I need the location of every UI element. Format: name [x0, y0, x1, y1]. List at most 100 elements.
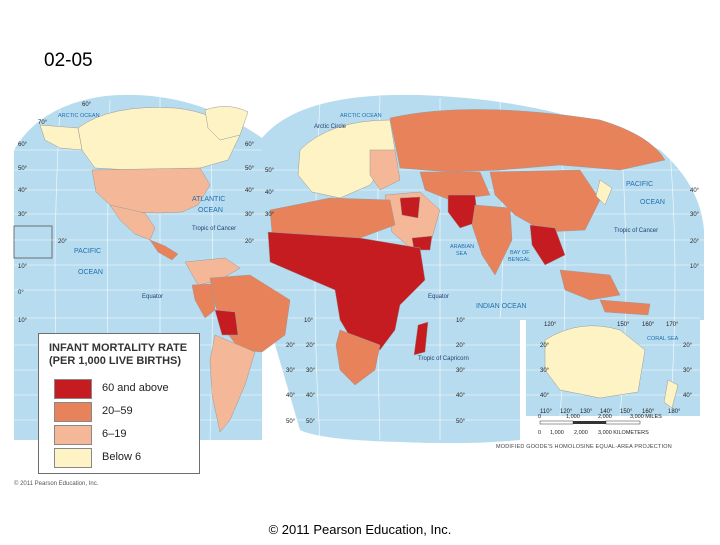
- country-iraq: [399, 196, 421, 219]
- lat-label: 20°: [456, 343, 466, 349]
- legend-title: INFANT MORTALITY RATE (PER 1,000 LIVE BI…: [49, 342, 199, 368]
- scale-km-1: 1,000: [550, 430, 564, 436]
- country-canada: [77, 107, 241, 173]
- legend-swatch: [54, 448, 92, 468]
- lat-label: 10°: [690, 264, 700, 270]
- legend-label: 6–19: [102, 428, 127, 440]
- lat-label: 40°: [683, 393, 693, 399]
- lat-label: 70°: [38, 120, 48, 126]
- lat-label: 60°: [245, 142, 255, 148]
- lat-label: 10°: [18, 264, 28, 270]
- label-equator-left: Equator: [142, 294, 163, 300]
- legend-swatch: [54, 402, 92, 422]
- region-sub-saharan-africa: [267, 231, 426, 351]
- label-bay-of-bengal-1: BAY OF: [510, 250, 530, 256]
- lat-label: 50°: [286, 419, 296, 425]
- lat-label: 20°: [690, 239, 700, 245]
- legend-item: Below 6: [54, 448, 194, 468]
- label-bay-of-bengal-2: BENGAL: [508, 257, 530, 263]
- legend-title-line2: (PER 1,000 LIVE BIRTHS): [49, 355, 182, 367]
- lat-label: 30°: [683, 368, 693, 374]
- legend-swatch: [54, 379, 92, 399]
- lat-label: 10°: [18, 318, 28, 324]
- region-eastern-europe: [369, 149, 401, 191]
- lon-label: 140°: [600, 409, 613, 415]
- legend-title-line1: INFANT MORTALITY RATE: [49, 342, 188, 354]
- scale-miles-3: 3,000 MILES: [630, 414, 662, 420]
- lat-label: 40°: [286, 393, 296, 399]
- label-tropic-cancer-left: Tropic of Cancer: [192, 226, 236, 232]
- country-alaska: [39, 124, 83, 151]
- lon-label: 160°: [642, 409, 655, 415]
- scale-bar: 0 1,000 2,000 3,000 MILES 0 1,000 2,000 …: [538, 414, 662, 436]
- lat-label: 30°: [245, 212, 255, 218]
- label-arabian-sea-1: ARABIAN: [450, 244, 474, 250]
- scale-km-0: 0: [538, 430, 541, 436]
- label-tropic-capricorn: Tropic of Capricorn: [418, 356, 469, 362]
- lon-label: 120°: [544, 322, 557, 328]
- lat-label: 40°: [265, 190, 275, 196]
- country-madagascar: [413, 321, 429, 356]
- scale-km-2: 2,000: [574, 430, 588, 436]
- label-arctic-ocean-right: ARCTIC OCEAN: [340, 113, 382, 119]
- lat-label: 40°: [540, 393, 550, 399]
- lat-label: 40°: [18, 188, 28, 194]
- country-new-guinea: [599, 299, 651, 316]
- country-yemen: [411, 235, 433, 251]
- lon-label: 130°: [580, 409, 593, 415]
- lat-label: 40°: [690, 188, 700, 194]
- lat-label: 50°: [456, 419, 466, 425]
- label-tropic-cancer-right: Tropic of Cancer: [614, 228, 658, 234]
- label-pacific-right-1: PACIFIC: [626, 181, 653, 188]
- legend-item: 60 and above: [54, 379, 194, 399]
- lat-label: 40°: [456, 393, 466, 399]
- lon-label: 150°: [620, 409, 633, 415]
- slide-title: 02-05: [44, 50, 93, 71]
- legend-label: 20–59: [102, 405, 133, 417]
- lat-label: 20°: [540, 343, 550, 349]
- lat-label: 20°: [683, 343, 693, 349]
- lon-label: 120°: [560, 409, 573, 415]
- legend-swatch: [54, 425, 92, 445]
- lat-label: 10°: [456, 318, 466, 324]
- lat-labels-right: 10° 20° 30° 40° 50° 40° 30° 20° 10° 20° …: [456, 188, 700, 425]
- country-myanmar-laos: [529, 224, 566, 266]
- lon-labels-bottom: 110° 120° 130° 140° 150° 160° 180°: [540, 409, 681, 415]
- region-se-asia-islands: [559, 269, 621, 301]
- scale-miles-2: 2,000: [598, 414, 612, 420]
- country-greenland: [204, 106, 249, 141]
- map-legend: INFANT MORTALITY RATE (PER 1,000 LIVE BI…: [38, 333, 200, 474]
- lon-label: 160°: [642, 322, 655, 328]
- region-middle-east: [384, 191, 441, 249]
- label-pacific-left-1: PACIFIC: [74, 248, 101, 255]
- ocean-south-central-lobe: [262, 300, 520, 444]
- lat-label: 60°: [18, 142, 28, 148]
- label-arctic-ocean-left: ARCTIC OCEAN: [58, 113, 100, 119]
- legend-item: 20–59: [54, 402, 194, 422]
- region-europe: [297, 119, 396, 199]
- country-peru: [191, 283, 216, 319]
- lat-label: 40°: [245, 188, 255, 194]
- label-atlantic-2: OCEAN: [198, 207, 223, 214]
- lat-label: 0°: [18, 290, 24, 296]
- lon-label: 150°: [617, 322, 630, 328]
- country-afghanistan-pakistan: [447, 194, 479, 229]
- country-russia: [389, 109, 666, 173]
- inset-hawaii-box: [13, 225, 53, 259]
- label-arabian-sea-2: SEA: [456, 251, 467, 257]
- country-colombia-venezuela: [184, 257, 241, 286]
- lat-label: 40°: [306, 393, 316, 399]
- lat-label: 60°: [82, 102, 92, 108]
- small-credit: © 2011 Pearson Education, Inc.: [14, 481, 99, 487]
- label-indian-ocean: INDIAN OCEAN: [476, 303, 527, 310]
- lat-label: 50°: [306, 419, 316, 425]
- lat-label: 30°: [690, 212, 700, 218]
- country-australia: [544, 325, 646, 399]
- country-usa: [91, 167, 211, 214]
- footer-copyright: © 2011 Pearson Education, Inc.: [268, 522, 452, 537]
- lat-label: 20°: [245, 239, 255, 245]
- lat-label: 20°: [58, 239, 68, 245]
- scale-miles-0: 0: [538, 414, 541, 420]
- country-argentina-chile: [209, 334, 256, 433]
- lat-label: 20°: [306, 343, 316, 349]
